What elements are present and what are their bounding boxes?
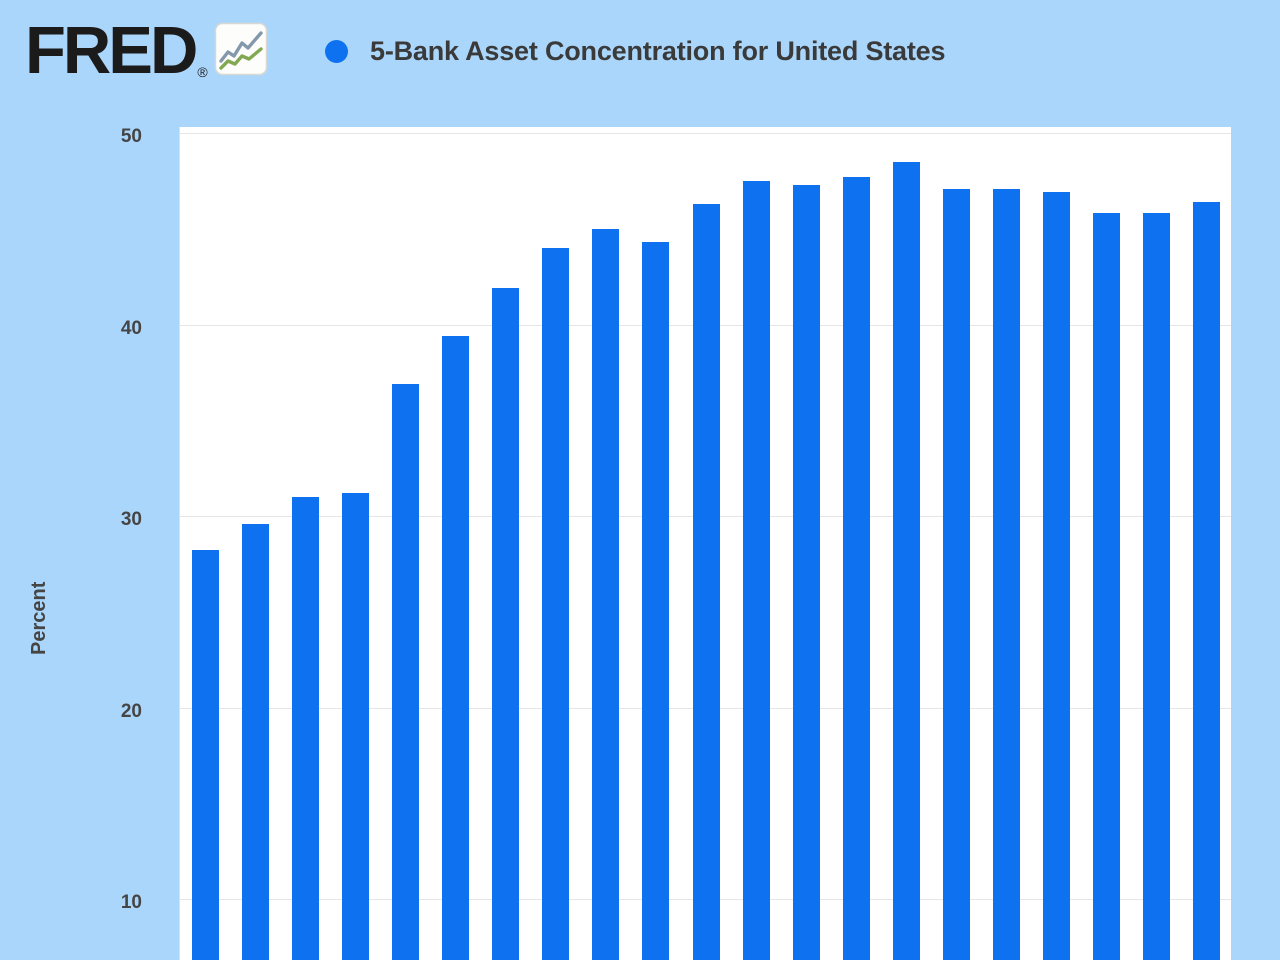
registered-trademark-symbol: ® — [197, 64, 208, 80]
bar[interactable] — [1093, 213, 1121, 960]
fred-wordmark: FRED — [25, 12, 198, 88]
icon-line-bottom — [219, 46, 263, 70]
bar[interactable] — [542, 247, 570, 960]
y-axis-title: Percent — [28, 581, 50, 655]
bar[interactable] — [191, 550, 219, 960]
bar[interactable] — [642, 242, 670, 960]
bar[interactable] — [291, 496, 319, 960]
icon-line-top — [219, 30, 263, 63]
bar[interactable] — [492, 288, 520, 960]
bar[interactable] — [993, 188, 1021, 960]
gridline-50 — [180, 133, 1231, 134]
bar[interactable] — [592, 228, 620, 960]
bar[interactable] — [842, 177, 870, 960]
series-legend-dot — [325, 40, 348, 63]
y-tick-label-30: 30 — [120, 509, 142, 530]
bar[interactable] — [1193, 201, 1221, 960]
y-tick-label-20: 20 — [120, 700, 142, 722]
bar[interactable] — [1143, 213, 1171, 960]
fred-sparkline-icon — [214, 20, 268, 81]
bar[interactable] — [792, 184, 820, 960]
y-tick-label-50: 50 — [120, 126, 142, 147]
bar[interactable] — [391, 383, 419, 960]
y-tick-label-10: 10 — [120, 892, 142, 913]
bar[interactable] — [1043, 192, 1071, 960]
y-tick-label-40: 40 — [120, 317, 142, 339]
bar[interactable] — [692, 203, 720, 960]
chart-title: 5-Bank Asset Concentration for United St… — [370, 36, 946, 66]
bar[interactable] — [442, 335, 470, 960]
fred-logo[interactable]: FRED ® — [25, 14, 268, 86]
bar[interactable] — [341, 493, 369, 960]
bar[interactable] — [942, 188, 970, 960]
bar[interactable] — [241, 523, 269, 960]
bar[interactable] — [742, 180, 770, 960]
bar[interactable] — [892, 161, 920, 960]
chart-header: FRED ® 5-Bank Asset Concentration for Un… — [0, 0, 1280, 125]
plot-area — [179, 127, 1231, 960]
